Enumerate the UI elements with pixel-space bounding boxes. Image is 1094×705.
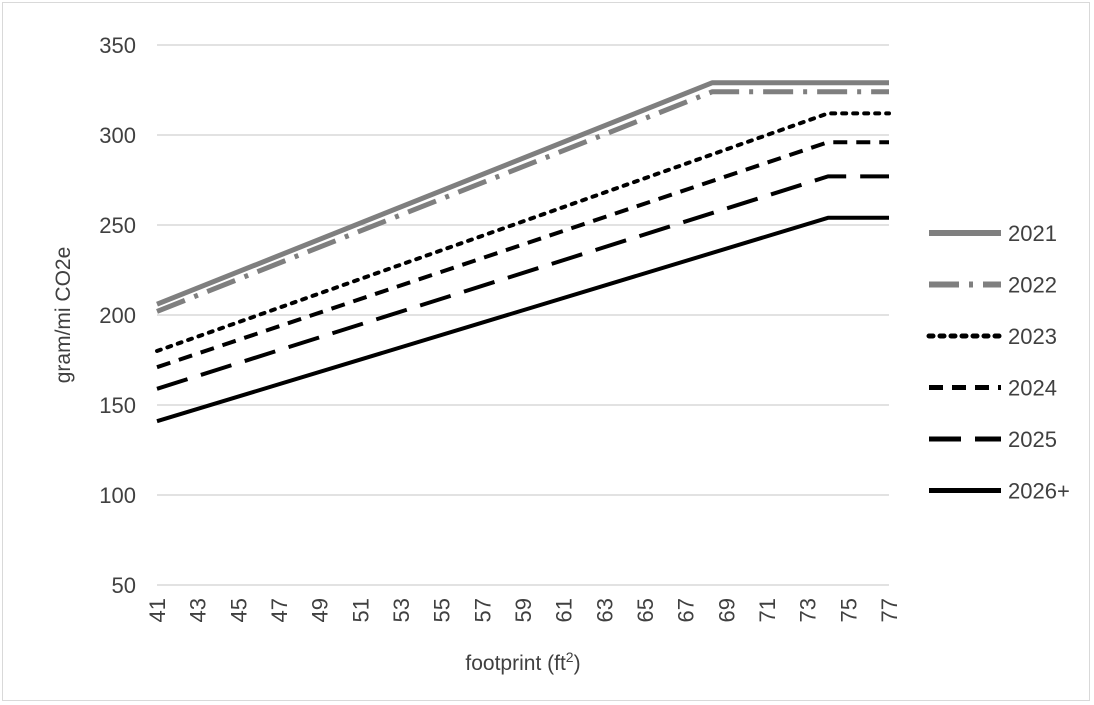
y-tick-label: 250 bbox=[99, 213, 136, 238]
x-tick-label: 57 bbox=[470, 598, 495, 622]
x-tick-label: 41 bbox=[145, 598, 170, 622]
x-tick-label: 67 bbox=[674, 598, 699, 622]
x-tick-label: 49 bbox=[308, 598, 333, 622]
series-line-2022 bbox=[156, 89, 889, 314]
x-tick-label: 77 bbox=[877, 598, 902, 622]
gridlines bbox=[157, 44, 889, 586]
x-tick-label: 65 bbox=[633, 598, 658, 622]
series-line-2025 bbox=[156, 174, 889, 391]
x-axis-title: footprint (ft2) bbox=[465, 649, 580, 675]
series-line-2021 bbox=[156, 80, 889, 307]
series-line-2023 bbox=[155, 111, 891, 353]
x-tick-label: 75 bbox=[836, 598, 861, 622]
legend-label: 2024 bbox=[1008, 376, 1057, 401]
x-tick-label: 51 bbox=[348, 598, 373, 622]
y-tick-label: 150 bbox=[99, 393, 136, 418]
x-tick-label: 55 bbox=[430, 598, 455, 622]
x-tick-label: 59 bbox=[511, 598, 536, 622]
x-tick-label: 61 bbox=[552, 598, 577, 622]
x-axis-title-tail: ) bbox=[574, 652, 581, 675]
x-tick-label: 71 bbox=[755, 598, 780, 622]
x-axis-title-main: footprint (ft bbox=[465, 652, 566, 675]
legend: 2021 2022 2023 2024 2025 2026+ bbox=[926, 221, 1070, 504]
x-tick-label: 43 bbox=[186, 598, 211, 622]
y-axis-title: gram/mi CO2e bbox=[52, 247, 75, 384]
legend-label: 2023 bbox=[1008, 324, 1057, 349]
y-tick-label: 200 bbox=[99, 303, 136, 328]
y-tick-label: 100 bbox=[99, 483, 136, 508]
legend-label: 2025 bbox=[1008, 427, 1057, 452]
x-axis-title-superscript: 2 bbox=[566, 649, 574, 665]
series-line-2024 bbox=[156, 140, 889, 370]
x-tick-label: 73 bbox=[796, 598, 821, 622]
x-tick-label: 69 bbox=[714, 598, 739, 622]
y-tick-label: 350 bbox=[99, 33, 136, 58]
legend-label: 2026+ bbox=[1008, 479, 1070, 504]
x-tick-label: 53 bbox=[389, 598, 414, 622]
x-tick-label: 63 bbox=[592, 598, 617, 622]
y-tick-label: 300 bbox=[99, 123, 136, 148]
x-tick-label: 45 bbox=[226, 598, 251, 622]
y-tick-label: 50 bbox=[112, 573, 136, 598]
legend-label: 2021 bbox=[1008, 221, 1057, 246]
x-tick-label: 47 bbox=[267, 598, 292, 622]
y-tick-labels: 50 100 150 200 250 300 350 bbox=[99, 33, 136, 598]
series-line-2026plus bbox=[156, 215, 889, 424]
legend-label: 2022 bbox=[1008, 273, 1057, 298]
x-tick-labels: 41 43 45 47 49 51 53 55 57 59 61 63 65 67 69 71 73 75 77 bbox=[145, 598, 902, 622]
series-lines bbox=[155, 80, 891, 424]
